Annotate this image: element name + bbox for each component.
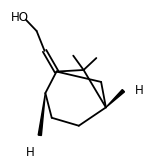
Polygon shape xyxy=(106,89,124,107)
Text: HO: HO xyxy=(11,11,29,24)
Polygon shape xyxy=(38,93,45,135)
Text: H: H xyxy=(135,84,144,97)
Text: H: H xyxy=(26,146,35,159)
